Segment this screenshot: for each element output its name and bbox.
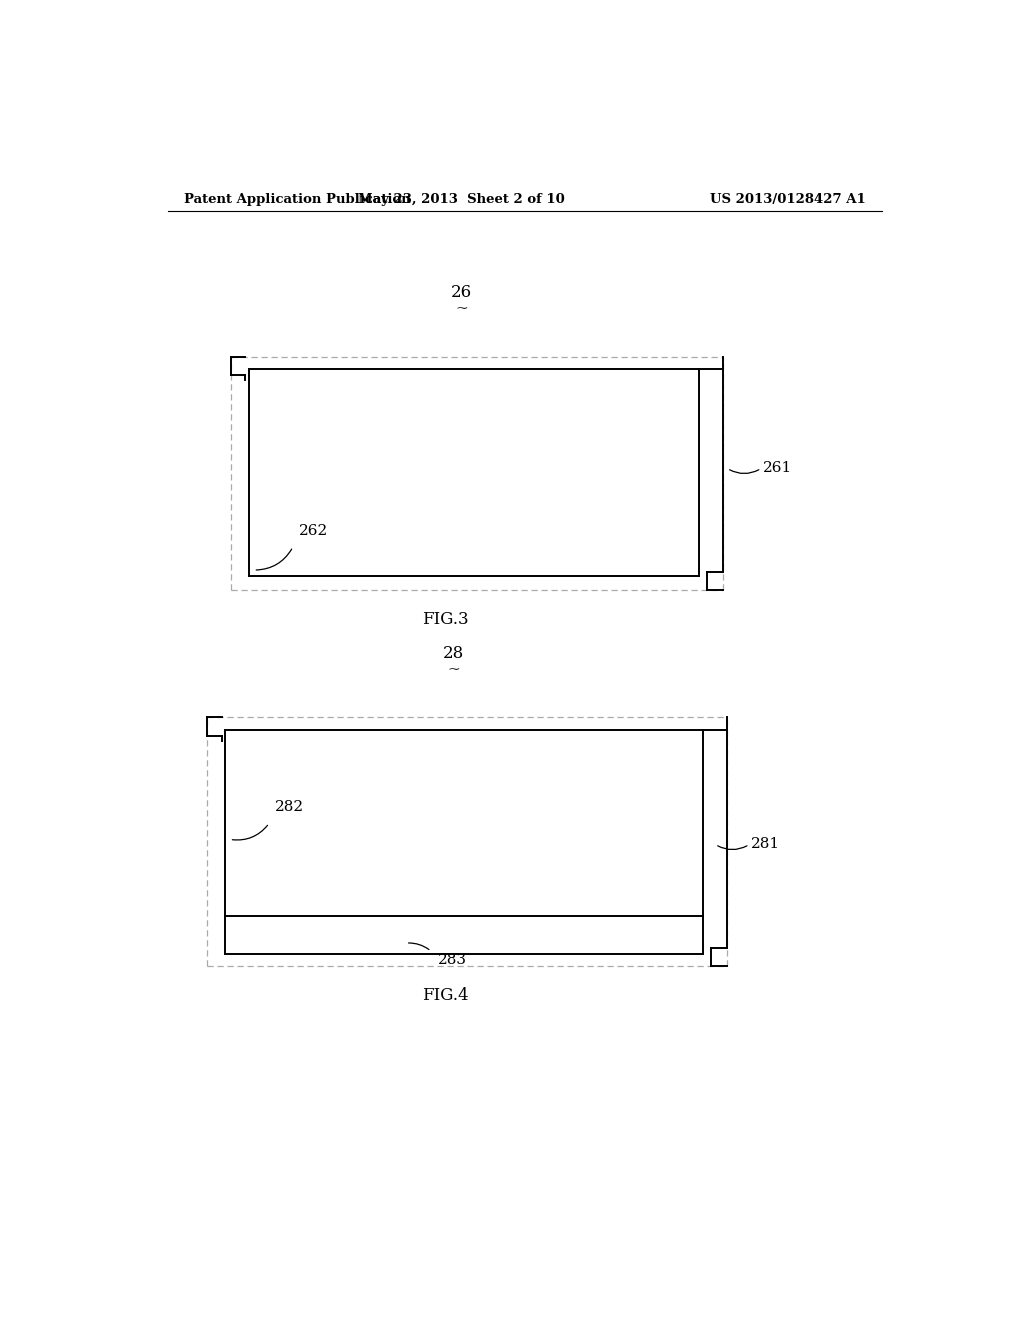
Text: Patent Application Publication: Patent Application Publication	[183, 193, 411, 206]
Text: 28: 28	[442, 644, 464, 661]
Text: ~: ~	[455, 302, 468, 315]
Text: 26: 26	[451, 284, 472, 301]
Text: 261: 261	[763, 462, 793, 475]
Text: 283: 283	[437, 953, 467, 968]
Text: 262: 262	[299, 524, 328, 537]
Text: US 2013/0128427 A1: US 2013/0128427 A1	[711, 193, 866, 206]
Text: May 23, 2013  Sheet 2 of 10: May 23, 2013 Sheet 2 of 10	[358, 193, 564, 206]
Text: 282: 282	[274, 800, 304, 814]
Text: FIG.3: FIG.3	[422, 611, 469, 628]
Text: FIG.4: FIG.4	[422, 987, 469, 1003]
Text: 281: 281	[751, 837, 780, 851]
Text: ~: ~	[447, 663, 460, 677]
